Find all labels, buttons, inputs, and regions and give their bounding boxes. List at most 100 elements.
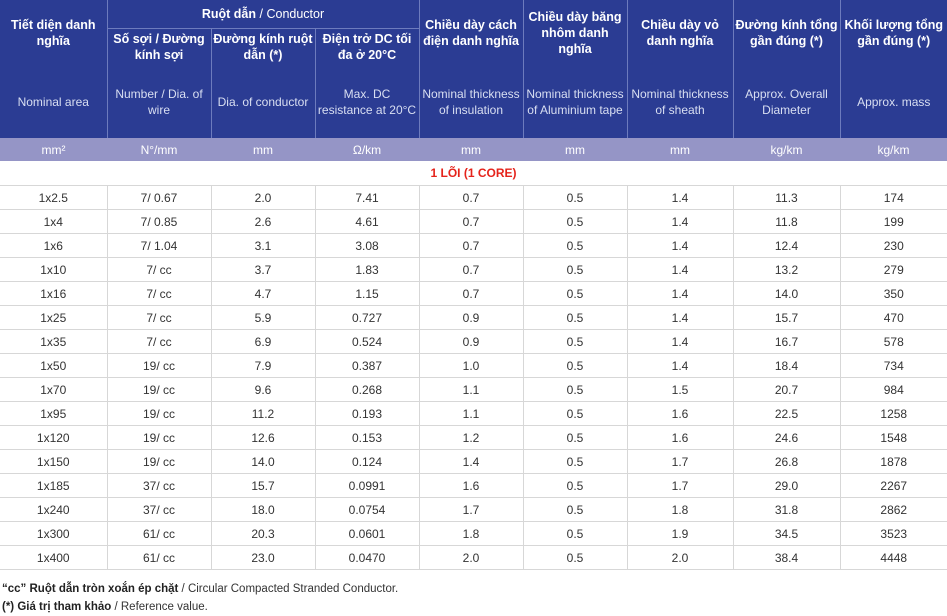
table-cell: 31.8 <box>733 497 841 522</box>
table-cell: 578 <box>840 329 947 354</box>
footnote-cc: “cc” Ruột dẫn tròn xoắn ép chặt / Circul… <box>2 580 398 598</box>
table-cell: 14.0 <box>211 449 316 474</box>
table-cell: 6.9 <box>211 329 316 354</box>
table-row: 1x95 19/ cc 11.2 0.193 1.1 0.5 1.6 22.5 1258 <box>0 401 947 426</box>
table-cell: 1x35 <box>0 329 108 354</box>
table-row: 1x16 7/ cc 4.7 1.15 0.7 0.5 1.4 14.0 350 <box>0 281 947 306</box>
table-cell: 1258 <box>840 401 947 426</box>
table-cell: 11.3 <box>733 185 841 210</box>
table-cell: 1.7 <box>419 497 524 522</box>
table-cell: 24.6 <box>733 425 841 450</box>
header-en-dc-resistance: Max. DC resistance at 20°C <box>315 66 420 138</box>
table-cell: 4.61 <box>315 209 420 234</box>
table-cell: 7/ cc <box>107 305 212 330</box>
table-cell: 12.4 <box>733 233 841 258</box>
table-cell: 1x400 <box>0 545 108 570</box>
table-row: 1x10 7/ cc 3.7 1.83 0.7 0.5 1.4 13.2 279 <box>0 257 947 282</box>
table-cell: 0.7 <box>419 257 524 282</box>
table-cell: 1x2.5 <box>0 185 108 210</box>
table-cell: 11.2 <box>211 401 316 426</box>
table-cell: 1.9 <box>627 521 734 546</box>
table-cell: 0.9 <box>419 305 524 330</box>
table-cell: 1.1 <box>419 377 524 402</box>
table-cell: 230 <box>840 233 947 258</box>
table-cell: 1.15 <box>315 281 420 306</box>
table-cell: 0.5 <box>523 449 628 474</box>
footnote-reference: (*) Giá trị tham khảo / Reference value. <box>2 598 398 616</box>
table-cell: 11.8 <box>733 209 841 234</box>
table-cell: 1x16 <box>0 281 108 306</box>
header-dia-conductor: Đường kính ruột dẫn (*) <box>211 28 316 66</box>
table-cell: 0.0754 <box>315 497 420 522</box>
table-cell: 1.7 <box>627 449 734 474</box>
table-cell: 5.9 <box>211 305 316 330</box>
table-cell: 4448 <box>840 545 947 570</box>
table-cell: 34.5 <box>733 521 841 546</box>
unit-cell: N°/mm <box>107 138 211 161</box>
table-cell: 0.387 <box>315 353 420 378</box>
table-cell: 1x185 <box>0 473 108 498</box>
table-cell: 20.3 <box>211 521 316 546</box>
table-cell: 1.5 <box>627 377 734 402</box>
table-cell: 29.0 <box>733 473 841 498</box>
units-row: mm² N°/mm mm Ω/km mm mm mm kg/km kg/km <box>0 138 947 161</box>
unit-cell: kg/km <box>733 138 840 161</box>
table-cell: 15.7 <box>733 305 841 330</box>
table-row: 1x6 7/ 1.04 3.1 3.08 0.7 0.5 1.4 12.4 230 <box>0 233 947 258</box>
table-cell: 0.124 <box>315 449 420 474</box>
table-cell: 19/ cc <box>107 401 212 426</box>
table-row: 1x25 7/ cc 5.9 0.727 0.9 0.5 1.4 15.7 470 <box>0 305 947 330</box>
table-cell: 1x120 <box>0 425 108 450</box>
table-cell: 1.6 <box>627 425 734 450</box>
header-mass: Khối lượng tổng gần đúng (*) <box>844 18 943 48</box>
header-al-tape: Chiều dày băng nhôm danh nghĩa <box>523 0 628 66</box>
table-cell: 174 <box>840 185 947 210</box>
header-wire: Số sợi / Đường kính sợi <box>107 28 212 66</box>
table-cell: 7/ 0.85 <box>107 209 212 234</box>
table-cell: 1x95 <box>0 401 108 426</box>
table-cell: 0.5 <box>523 401 628 426</box>
table-cell: 0.5 <box>523 425 628 450</box>
table-cell: 1.4 <box>627 257 734 282</box>
table-cell: 1.8 <box>627 497 734 522</box>
table-cell: 279 <box>840 257 947 282</box>
table-cell: 13.2 <box>733 257 841 282</box>
table-row: 1x70 19/ cc 9.6 0.268 1.1 0.5 1.5 20.7 984 <box>0 377 947 402</box>
table-cell: 7/ cc <box>107 281 212 306</box>
table-cell: 1.8 <box>419 521 524 546</box>
table-cell: 0.7 <box>419 281 524 306</box>
table-cell: 0.7 <box>419 185 524 210</box>
table-cell: 7/ cc <box>107 257 212 282</box>
table-cell: 1x10 <box>0 257 108 282</box>
table-row: 1x50 19/ cc 7.9 0.387 1.0 0.5 1.4 18.4 734 <box>0 353 947 378</box>
table-cell: 0.0470 <box>315 545 420 570</box>
section-title: 1 LÕI (1 CORE) <box>0 161 947 186</box>
header-en-wire: Number / Dia. of wire <box>107 66 212 138</box>
table-cell: 61/ cc <box>107 521 212 546</box>
table-cell: 1x240 <box>0 497 108 522</box>
table-cell: 7.9 <box>211 353 316 378</box>
table-cell: 12.6 <box>211 425 316 450</box>
unit-cell: mm <box>419 138 523 161</box>
table-cell: 2.0 <box>419 545 524 570</box>
table-cell: 1x25 <box>0 305 108 330</box>
table-cell: 0.268 <box>315 377 420 402</box>
table-cell: 1x70 <box>0 377 108 402</box>
table-cell: 19/ cc <box>107 425 212 450</box>
table-cell: 0.5 <box>523 185 628 210</box>
header-dc-resistance: Điện trở DC tối đa ở 20°C <box>315 28 420 66</box>
table-cell: 0.727 <box>315 305 420 330</box>
table-cell: 1x6 <box>0 233 108 258</box>
table-cell: 0.5 <box>523 497 628 522</box>
table-cell: 0.5 <box>523 377 628 402</box>
footnote-reference-bold: (*) Giá trị tham khảo <box>2 601 112 613</box>
table-cell: 0.7 <box>419 209 524 234</box>
footnotes: “cc” Ruột dẫn tròn xoắn ép chặt / Circul… <box>2 580 398 616</box>
table-cell: 37/ cc <box>107 497 212 522</box>
table-cell: 1548 <box>840 425 947 450</box>
footnote-reference-text: / Reference value. <box>111 601 208 613</box>
table-cell: 0.153 <box>315 425 420 450</box>
table-row: 1x300 61/ cc 20.3 0.0601 1.8 0.5 1.9 34.5 3523 <box>0 521 947 546</box>
header-en-dia-conductor: Dia. of conductor <box>211 66 316 138</box>
header-en-nominal-area: Nominal area <box>0 66 108 138</box>
